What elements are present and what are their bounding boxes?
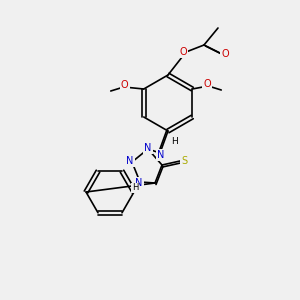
Text: N: N — [144, 143, 152, 153]
Text: N: N — [135, 178, 143, 188]
Text: H: H — [132, 184, 138, 193]
Text: O: O — [203, 79, 211, 89]
Text: N: N — [157, 150, 165, 160]
Text: H: H — [171, 136, 177, 146]
Text: S: S — [181, 156, 187, 166]
Text: O: O — [221, 49, 229, 59]
Text: O: O — [121, 80, 129, 90]
Text: O: O — [179, 47, 187, 57]
Text: N: N — [126, 156, 134, 166]
